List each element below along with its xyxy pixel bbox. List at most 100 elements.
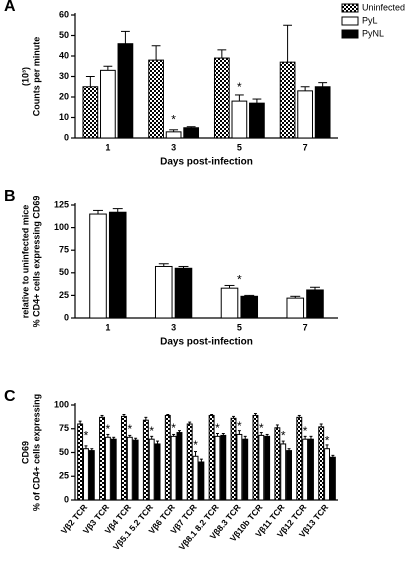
bar bbox=[170, 435, 177, 501]
bar bbox=[174, 267, 193, 319]
x-tick-label: 7 bbox=[303, 142, 308, 152]
error-bar bbox=[232, 415, 236, 419]
error-bar bbox=[122, 414, 126, 417]
bar bbox=[164, 414, 171, 501]
x-tick-label: 7 bbox=[303, 322, 308, 332]
error-bar bbox=[186, 126, 196, 128]
annotation: * bbox=[149, 424, 154, 438]
y-tick-label: 50 bbox=[59, 267, 69, 277]
y-tick-label: 100 bbox=[54, 222, 69, 232]
y-tick-label: 75 bbox=[59, 245, 69, 255]
error-bar bbox=[234, 94, 244, 102]
error-bar bbox=[166, 414, 170, 416]
error-bar bbox=[199, 458, 203, 462]
error-bar bbox=[319, 423, 323, 427]
annotation: * bbox=[84, 429, 89, 443]
legend-swatch bbox=[341, 29, 359, 39]
bar bbox=[286, 297, 305, 319]
error-bar bbox=[188, 421, 192, 424]
annotation: * bbox=[259, 421, 264, 435]
annotation: * bbox=[237, 80, 242, 94]
y-axis-label: CD69 bbox=[20, 441, 30, 464]
error-bar bbox=[144, 416, 148, 421]
bar bbox=[117, 43, 134, 139]
error-bar bbox=[112, 436, 116, 440]
error-bar bbox=[150, 435, 154, 440]
bar bbox=[154, 265, 173, 319]
bar bbox=[297, 90, 313, 139]
x-axis-label: Days post-infection bbox=[160, 337, 253, 348]
bar bbox=[214, 435, 221, 501]
x-axis-label: Days post-infection bbox=[160, 157, 253, 168]
y-tick-label: 25 bbox=[59, 471, 69, 481]
y-tick-label: 100 bbox=[54, 399, 69, 409]
error-bar bbox=[287, 448, 291, 451]
y-tick-label: 25 bbox=[59, 290, 69, 300]
y-tick-label: 75 bbox=[59, 423, 69, 433]
bar bbox=[279, 61, 296, 139]
error-bar bbox=[300, 86, 310, 91]
bar bbox=[100, 69, 116, 139]
bar bbox=[108, 211, 127, 319]
y-axis-label: relative to uninfected mice bbox=[20, 205, 30, 319]
bar bbox=[308, 438, 314, 501]
error-bar bbox=[194, 451, 198, 457]
bar bbox=[148, 59, 164, 139]
annotation: * bbox=[106, 422, 111, 436]
bar bbox=[240, 295, 259, 319]
bar bbox=[186, 423, 193, 501]
error-bar bbox=[120, 30, 130, 44]
error-bar bbox=[244, 294, 255, 297]
error-bar bbox=[151, 45, 161, 61]
error-bar bbox=[221, 433, 225, 436]
annotation: * bbox=[237, 419, 242, 433]
error-bar bbox=[253, 413, 257, 416]
error-bar bbox=[303, 435, 307, 440]
error-bar bbox=[178, 265, 189, 269]
error-bar bbox=[224, 284, 235, 289]
bar bbox=[236, 433, 243, 501]
error-bar bbox=[309, 435, 313, 440]
error-bar bbox=[275, 424, 279, 428]
error-bar bbox=[134, 437, 138, 441]
y-tick-label: 50 bbox=[59, 447, 69, 457]
bar bbox=[208, 414, 215, 501]
error-bar bbox=[259, 432, 263, 436]
bar bbox=[318, 426, 325, 501]
bar bbox=[242, 438, 249, 501]
error-bar bbox=[172, 433, 176, 437]
y-tick-label: 10 bbox=[59, 112, 69, 122]
error-bar bbox=[158, 263, 169, 267]
error-bar bbox=[283, 24, 293, 63]
error-bar bbox=[93, 209, 103, 215]
error-bar bbox=[252, 98, 262, 104]
error-bar bbox=[325, 444, 329, 449]
bar bbox=[99, 416, 105, 501]
annotation: * bbox=[303, 424, 308, 438]
error-bar bbox=[106, 433, 110, 438]
error-bar bbox=[78, 420, 82, 424]
legend-swatch bbox=[341, 3, 359, 13]
bar bbox=[132, 439, 139, 501]
bar bbox=[252, 414, 259, 501]
bar bbox=[230, 417, 237, 501]
bar bbox=[148, 438, 155, 501]
error-bar bbox=[112, 208, 123, 213]
bar bbox=[142, 419, 149, 501]
error-bar bbox=[103, 65, 113, 71]
error-bar bbox=[169, 129, 179, 132]
bar bbox=[296, 416, 303, 501]
bar bbox=[324, 448, 330, 501]
bar bbox=[286, 450, 293, 501]
y-tick-label: 20 bbox=[59, 91, 69, 101]
bar bbox=[302, 438, 309, 501]
bar bbox=[126, 436, 133, 501]
bar bbox=[264, 435, 271, 501]
bar bbox=[192, 455, 199, 501]
error-bar bbox=[177, 430, 181, 433]
bar bbox=[258, 434, 265, 501]
bar bbox=[213, 57, 230, 139]
y-axis-label: % of CD4+ cells expressing bbox=[31, 394, 41, 511]
legend-label: Uninfected bbox=[362, 2, 405, 12]
